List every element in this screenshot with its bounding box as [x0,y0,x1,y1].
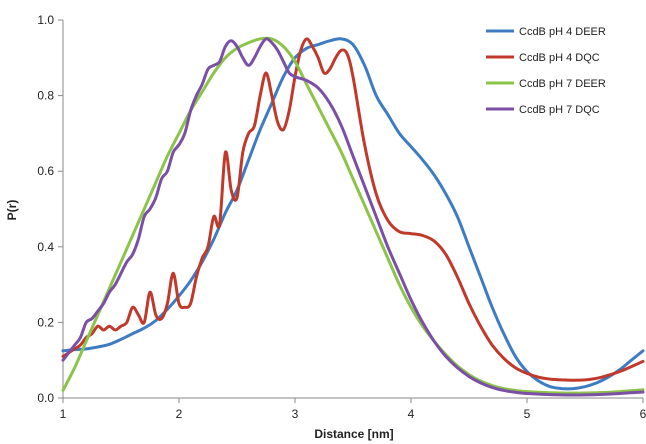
y-axis-title: P(r) [5,200,19,221]
legend: CcdB pH 4 DEER CcdB pH 4 DQC CcdB pH 7 DEE… [486,26,606,116]
series-line-1 [61,37,645,391]
x-tick-label: 3 [292,407,299,421]
y-tick-label: 0.4 [37,240,54,254]
legend-label: CcdB pH 4 DQC [519,52,600,64]
y-tick-label: 0.0 [37,391,54,405]
x-tick-label: 5 [524,407,531,421]
y-axis-ticks: 0.0 0.2 0.4 0.6 0.8 1.0 [37,13,63,405]
x-tick-label: 4 [408,407,415,421]
y-tick-label: 0.8 [37,89,54,103]
x-axis-ticks: 1 2 3 4 5 6 [60,398,646,421]
x-axis-title: Distance [nm] [314,427,393,441]
legend-label: CcdB pH 7 DQC [519,104,600,116]
series-line-3 [61,36,645,395]
legend-label: CcdB pH 4 DEER [519,26,606,38]
series-line-4 [61,37,645,397]
y-tick-label: 0.2 [37,315,54,329]
series-line-2 [61,37,645,382]
legend-label: CcdB pH 7 DEER [519,78,606,90]
x-tick-label: 6 [640,407,646,421]
series-lines [61,36,645,397]
x-tick-label: 1 [60,407,67,421]
y-tick-label: 0.6 [37,164,54,178]
y-tick-label: 1.0 [37,13,54,27]
x-tick-label: 2 [176,407,183,421]
